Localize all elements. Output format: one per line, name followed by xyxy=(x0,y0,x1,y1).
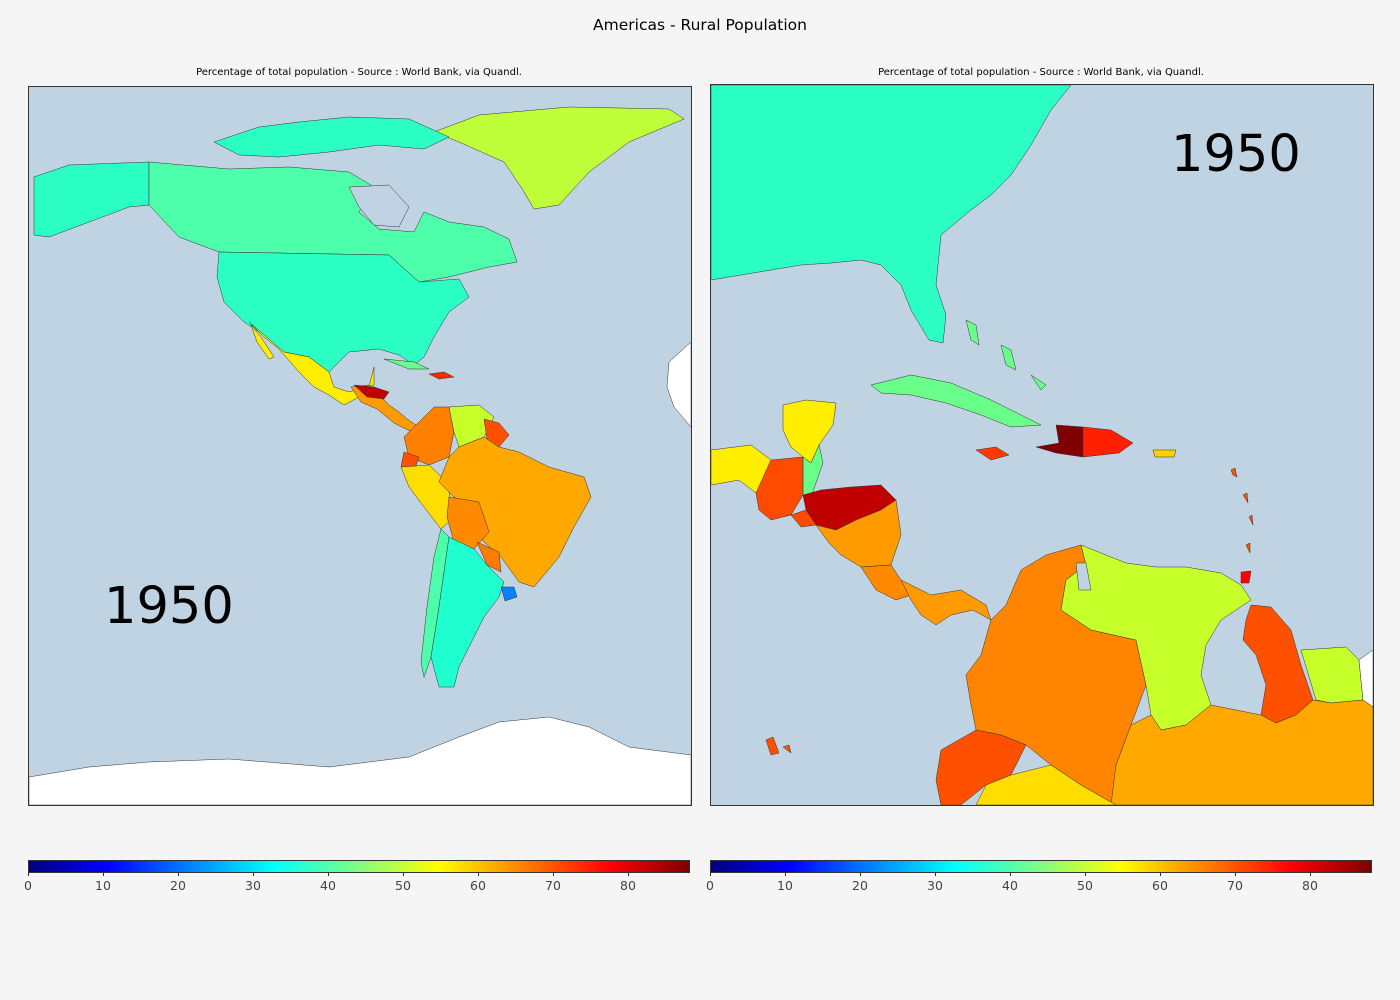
bahamas-shape xyxy=(965,319,1047,391)
left-map-svg xyxy=(29,106,691,805)
alaska-shape xyxy=(33,161,150,238)
left-colorbar: 0 10 20 30 40 50 60 70 80 xyxy=(24,860,690,900)
left-tick-50: 50 xyxy=(395,878,411,893)
nicaragua-shape xyxy=(815,499,902,568)
africa-edge-shape xyxy=(666,341,691,428)
right-tick-50: 50 xyxy=(1077,878,1093,893)
guatemala-honduras-shape xyxy=(353,384,390,400)
right-map: 1950 xyxy=(710,84,1374,806)
antarctica-shape xyxy=(29,716,691,805)
left-tick-0: 0 xyxy=(24,878,32,893)
guyanas-shape xyxy=(483,418,510,448)
panama-shape xyxy=(900,579,992,626)
cuba-shape xyxy=(383,358,430,370)
guatemala-shape xyxy=(755,456,804,521)
left-tick-80: 80 xyxy=(620,878,636,893)
dominican-republic-shape xyxy=(1082,426,1134,458)
figure-title: Americas - Rural Population xyxy=(593,16,807,34)
left-tick-30: 30 xyxy=(245,878,261,893)
usa-southeast-shape xyxy=(711,85,1072,344)
guyana-shape xyxy=(1242,604,1314,724)
right-tick-40: 40 xyxy=(1002,878,1018,893)
right-tick-80: 80 xyxy=(1302,878,1318,893)
cuba-shape xyxy=(870,374,1042,428)
left-tick-10: 10 xyxy=(95,878,111,893)
left-tick-20: 20 xyxy=(170,878,186,893)
brazil-shape xyxy=(1110,699,1373,805)
paraguay-shape xyxy=(476,541,502,573)
left-colorbar-gradient xyxy=(28,860,690,873)
jamaica-shape xyxy=(975,446,1010,461)
hispaniola-shape xyxy=(428,371,455,380)
right-tick-0: 0 xyxy=(706,878,714,893)
right-colorbar-gradient xyxy=(710,860,1372,873)
venezuela-shape xyxy=(1060,544,1252,731)
baja-shape xyxy=(250,324,275,360)
yucatan-shape xyxy=(782,399,837,464)
french-guiana-shape xyxy=(1358,649,1373,708)
puerto-rico-shape xyxy=(1152,449,1177,458)
argentina-shape xyxy=(430,536,505,688)
trinidad-shape xyxy=(1240,570,1252,584)
right-tick-20: 20 xyxy=(852,878,868,893)
galapagos-shape xyxy=(765,736,792,756)
peru-shape xyxy=(975,764,1117,805)
left-tick-70: 70 xyxy=(545,878,561,893)
right-tick-70: 70 xyxy=(1227,878,1243,893)
left-map: 1950 xyxy=(28,86,692,806)
left-tick-60: 60 xyxy=(470,878,486,893)
right-map-subtitle: Percentage of total population - Source … xyxy=(878,67,1204,78)
uruguay-shape xyxy=(500,586,518,602)
haiti-shape xyxy=(1035,424,1084,458)
right-year-label: 1950 xyxy=(1171,125,1301,184)
right-tick-10: 10 xyxy=(777,878,793,893)
left-tick-40: 40 xyxy=(320,878,336,893)
usa-shape xyxy=(216,251,470,373)
left-map-subtitle: Percentage of total population - Source … xyxy=(196,67,522,78)
right-map-svg xyxy=(711,85,1373,805)
greenland-shape xyxy=(433,106,685,210)
right-tick-30: 30 xyxy=(927,878,943,893)
left-year-label: 1950 xyxy=(104,577,234,636)
lesser-antilles-shape xyxy=(1230,467,1254,554)
right-tick-60: 60 xyxy=(1152,878,1168,893)
arctic-islands-shape xyxy=(213,116,450,158)
right-colorbar: 0 10 20 30 40 50 60 70 80 xyxy=(706,860,1372,900)
